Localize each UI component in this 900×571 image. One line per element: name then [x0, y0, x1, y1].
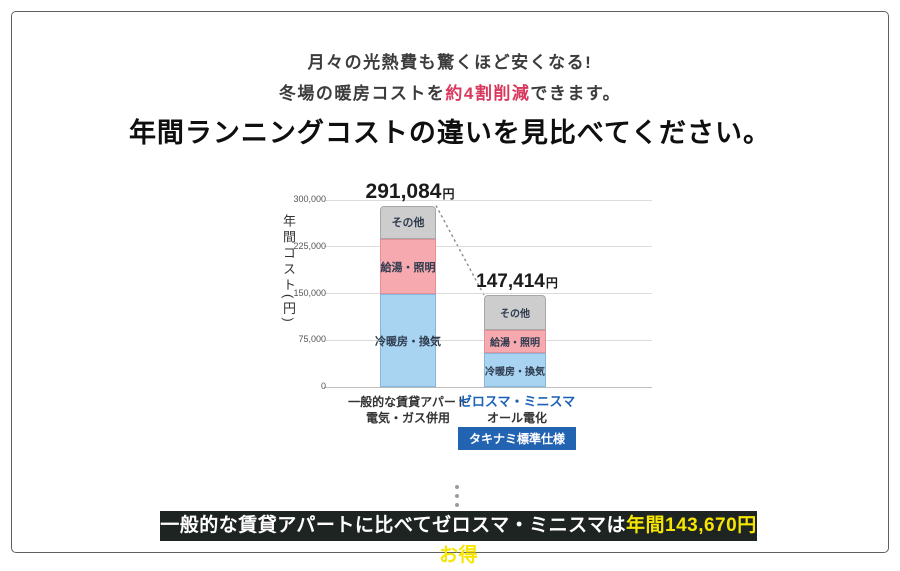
y-tick-label: 75,000: [298, 334, 326, 345]
bar-segment-zerosuma-1: 給湯・照明: [484, 330, 546, 354]
total-cost-unit: 円: [545, 276, 558, 291]
running-cost-chart: 年間コスト(円) 冷暖房・換気 給湯・照明 その他 291,084円 冷暖房・換気 給湯・…: [271, 180, 691, 480]
total-cost-unit: 円: [442, 186, 455, 201]
category-label-zerosuma-line1: ゼロスマ・ミニスマ: [458, 394, 576, 409]
ellipsis-dot: [455, 485, 459, 489]
bar-segment-zerosuma-0: 冷暖房・換気: [484, 353, 546, 387]
bar-segment-general-1: 給湯・照明: [380, 239, 436, 295]
y-gridline: [324, 293, 652, 294]
ellipsis-dot: [455, 503, 459, 507]
x-axis-baseline: [324, 386, 652, 388]
category-label-general-line2: 電気・ガス併用: [365, 411, 451, 425]
ellipsis-dots: [455, 485, 459, 507]
intro-line-1: 月々の光熱費も驚くほど安くなる!: [307, 53, 593, 72]
total-cost-label-zerosuma: 147,414円: [476, 272, 558, 291]
total-cost-value: 147,414: [476, 271, 545, 293]
ellipsis-dot: [455, 494, 459, 498]
category-label-general: 一般的な賃貸アパート 電気・ガス併用: [348, 394, 468, 426]
y-axis-label: 年間コスト(円): [281, 214, 296, 325]
y-gridline: [324, 199, 652, 201]
y-tick-label: 0: [320, 381, 326, 391]
bar-segment-general-0: 冷暖房・換気: [375, 294, 441, 387]
y-tick-label: 300,000: [293, 194, 326, 204]
bar-segment-general-2: その他: [380, 205, 436, 240]
category-label-zerosuma-line2: オール電化: [486, 411, 548, 425]
y-gridline: [324, 246, 652, 248]
bar-segment-label: 給湯・照明: [490, 338, 540, 350]
intro-line-2-suffix: できます。: [530, 84, 622, 103]
total-cost-value: 291,084: [365, 179, 442, 203]
bar-segment-label: 冷暖房・換気: [485, 366, 545, 378]
category-label-general-line1: 一般的な賃貸アパート: [348, 395, 468, 409]
total-cost-label-general: 291,084円: [366, 181, 455, 202]
bar-segment-label: 冷暖房・換気: [375, 335, 441, 348]
savings-banner-text: 一般的な賃貸アパートに比べてゼロスマ・ミニスマは: [160, 515, 627, 536]
page-title: 年間ランニングコストの違いを見比べてください。: [128, 118, 772, 148]
cost-drop-connector-line: [435, 205, 485, 296]
bar-segment-zerosuma-2: その他: [484, 295, 546, 331]
bar-segment-label: その他: [500, 309, 530, 321]
cost-highlight: 約4割削減: [445, 84, 531, 103]
infographic-card: 月々の光熱費も驚くほど安くなる! 冬場の暖房コストを約4割削減できます。 年間ラ…: [11, 11, 889, 566]
y-tick-label: 225,000: [293, 240, 326, 251]
y-tick-label: 150,000: [293, 287, 326, 298]
intro-line-2: 冬場の暖房コストを約4割削減できます。: [12, 79, 888, 104]
intro-line-2-prefix: 冬場の暖房コストを: [278, 84, 446, 103]
savings-banner: 一般的な賃貸アパートに比べてゼロスマ・ミニスマは年間143,670円お得: [160, 511, 757, 566]
savings-amount: 年間143,670円お得: [438, 515, 757, 566]
chart-plot: 冷暖房・換気 給湯・照明 その他 291,084円 冷暖房・換気 給湯・照明 その他 147,…: [324, 181, 652, 388]
category-label-zerosuma: ゼロスマ・ミニスマ オール電化: [459, 394, 575, 426]
bar-segment-label: 給湯・照明: [380, 261, 436, 274]
takinami-badge: タキナミ標準仕様: [457, 427, 577, 450]
bar-segment-label: その他: [391, 217, 425, 230]
